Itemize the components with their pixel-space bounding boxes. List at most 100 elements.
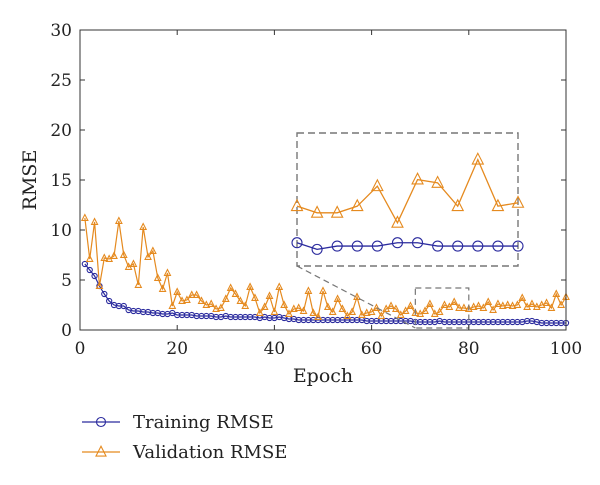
- data-point: [430, 309, 439, 317]
- data-point: [236, 296, 245, 304]
- data-point: [139, 222, 148, 230]
- data-point: [372, 303, 381, 311]
- data-point: [503, 300, 512, 308]
- axes: 0 20 40 60 80 100 0 5 10 15 20 25 30: [50, 21, 582, 359]
- data-point: [532, 302, 541, 310]
- legend-label: Training RMSE: [133, 412, 274, 433]
- legend-marker: [95, 445, 107, 457]
- data-point: [86, 266, 93, 274]
- data-point: [528, 299, 536, 307]
- data-point: [226, 283, 235, 291]
- data-point: [280, 300, 289, 308]
- data-point: [406, 301, 415, 309]
- inset-point: [451, 198, 465, 212]
- inset-point: [431, 175, 445, 188]
- data-point: [91, 272, 98, 280]
- data-point: [537, 300, 546, 308]
- data-point: [265, 291, 274, 299]
- data-point: [251, 293, 259, 301]
- data-point: [455, 303, 463, 311]
- x-axis-title: Epoch: [293, 365, 353, 387]
- data-point: [221, 294, 230, 302]
- data-point: [173, 287, 182, 295]
- legend: Training RMSE Validation RMSE: [82, 412, 287, 463]
- data-point: [367, 307, 376, 315]
- x-tick-label: 0: [75, 339, 86, 359]
- inset-point: [491, 198, 505, 212]
- data-point: [95, 281, 104, 289]
- data-point: [357, 310, 366, 318]
- data-point: [518, 293, 527, 301]
- legend-marker: [95, 416, 107, 428]
- data-point: [421, 306, 429, 314]
- data-point: [285, 309, 293, 317]
- inset-point: [291, 237, 303, 249]
- inset-point: [512, 240, 524, 252]
- data-point: [401, 306, 410, 314]
- data-point: [168, 301, 177, 309]
- x-tick-label: 60: [361, 339, 383, 359]
- y-tick-label: 10: [50, 221, 72, 241]
- data-point: [304, 286, 313, 294]
- y-tick-label: 30: [50, 21, 72, 41]
- data-point: [217, 303, 225, 311]
- data-point: [328, 307, 337, 315]
- inset-point: [351, 240, 363, 252]
- x-tick-label: 20: [166, 339, 188, 359]
- data-point: [377, 311, 386, 319]
- data-point: [460, 303, 468, 311]
- zoom-source-box: [414, 287, 470, 329]
- legend-item-validation: Validation RMSE: [82, 442, 287, 463]
- inset-validation: [290, 152, 525, 228]
- data-point: [450, 297, 459, 305]
- x-tick-label: 80: [458, 339, 480, 359]
- inset-point: [411, 172, 424, 185]
- data-point: [90, 217, 99, 225]
- data-point: [396, 310, 405, 318]
- data-point: [120, 302, 127, 310]
- data-point: [197, 296, 206, 304]
- data-point: [187, 290, 196, 298]
- plot-area: [80, 213, 570, 327]
- data-point: [163, 268, 172, 276]
- y-tick-label: 15: [50, 171, 72, 191]
- data-point: [294, 303, 303, 311]
- data-point: [231, 289, 240, 297]
- data-point: [202, 300, 211, 308]
- data-point: [498, 301, 507, 309]
- data-point: [508, 301, 517, 309]
- data-point: [547, 303, 556, 311]
- inset-point: [452, 240, 464, 252]
- data-point: [489, 305, 497, 313]
- x-tick-label: 100: [550, 339, 582, 359]
- data-point: [246, 282, 254, 290]
- data-point: [348, 307, 357, 315]
- inset-point: [472, 240, 484, 252]
- data-point: [241, 301, 250, 309]
- data-point: [129, 259, 138, 267]
- data-point: [309, 308, 318, 316]
- data-point: [319, 286, 327, 294]
- inset-training: [291, 237, 524, 255]
- data-point: [542, 298, 551, 306]
- zoom-connector: [296, 265, 416, 329]
- data-point: [387, 301, 395, 309]
- data-point: [474, 301, 483, 309]
- data-point: [362, 308, 371, 316]
- inset-point: [492, 240, 504, 252]
- inset-point: [391, 237, 404, 249]
- data-point: [114, 216, 123, 224]
- inset-point: [432, 240, 444, 252]
- data-point: [158, 284, 167, 292]
- data-point: [80, 213, 89, 221]
- data-point: [212, 304, 220, 312]
- inset-point: [330, 205, 344, 218]
- data-point: [134, 280, 143, 288]
- data-point: [314, 312, 323, 320]
- data-point: [81, 260, 89, 268]
- legend-label: Validation RMSE: [132, 442, 287, 463]
- data-point: [100, 253, 109, 261]
- inset-point: [311, 243, 323, 255]
- data-point: [435, 307, 444, 315]
